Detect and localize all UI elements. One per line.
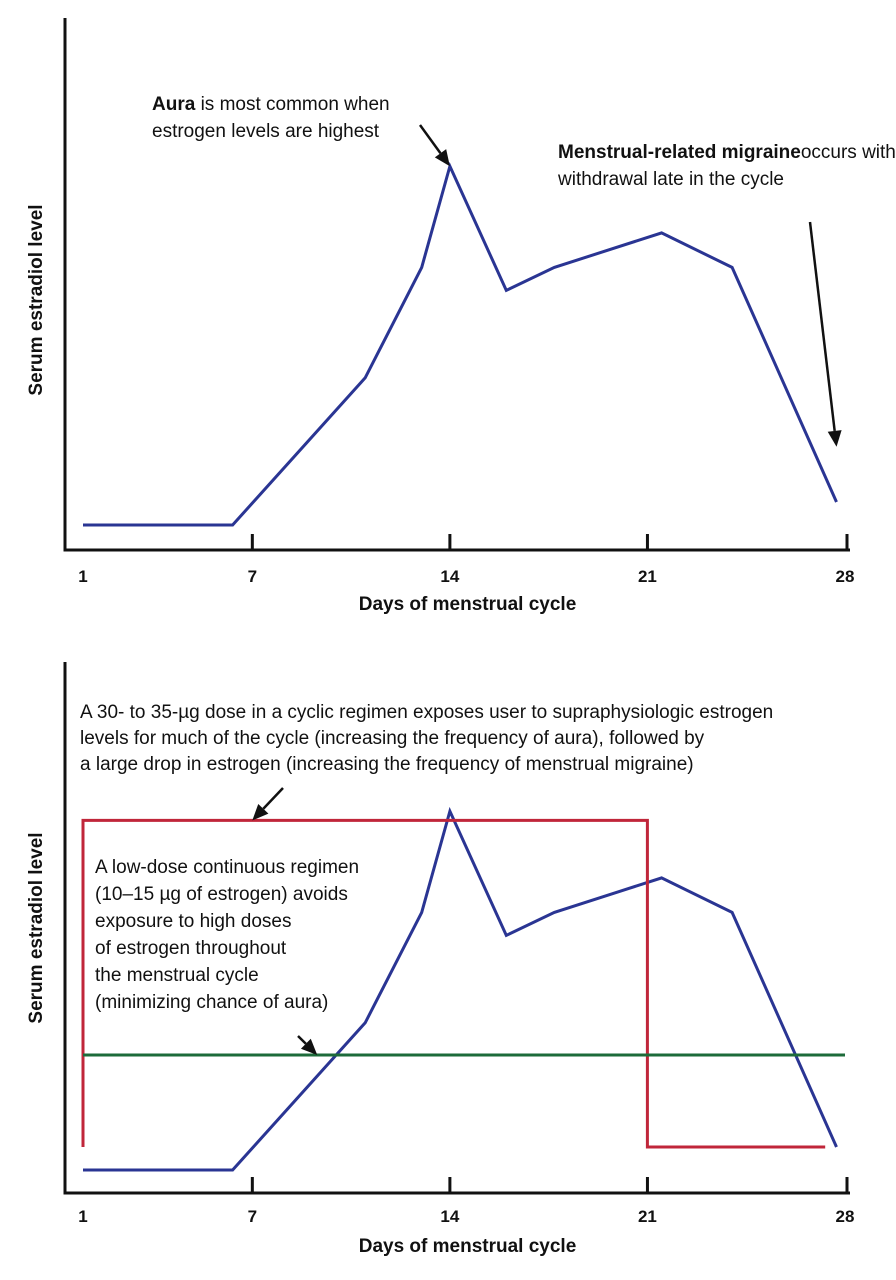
x-tick-label: 14: [440, 567, 459, 586]
x-tick-label: 7: [248, 1207, 257, 1226]
annotation-arrowhead: [300, 1038, 318, 1055]
x-axis-label: Days of menstrual cycle: [359, 594, 577, 615]
annotation-line: (minimizing chance of aura): [95, 992, 328, 1013]
series-line-1: [83, 161, 838, 527]
annotation-line: a large drop in estrogen (increasing the…: [80, 754, 694, 775]
annotation-arrowhead: [827, 430, 842, 447]
y-axis-label: Serum estradiol level: [26, 204, 47, 395]
annotation-arrowhead: [434, 149, 450, 167]
annotation-line: the menstrual cycle: [95, 965, 259, 986]
x-tick-label: 14: [440, 1207, 459, 1226]
annotation-arrow: [297, 1035, 307, 1045]
series-line-1: [83, 806, 838, 1172]
annotation-line: is most common when: [195, 94, 389, 115]
x-tick-label: 7: [248, 567, 257, 586]
axes: [63, 662, 850, 1195]
annotation-line: (10–15 µg of estrogen) avoids: [95, 884, 348, 905]
x-axis-label: Days of menstrual cycle: [359, 1236, 577, 1257]
series-line-2: [81, 818, 826, 1149]
x-tick-label: 21: [638, 567, 657, 586]
chart-panel-2: 1 7 14 21 28 Days of menstrual cycle Serum est…: [26, 662, 854, 1257]
annotation-line: A low-dose continuous regimen: [95, 857, 359, 878]
annotation-bold: Menstrual-related migraine: [558, 142, 801, 163]
annotation-line: occurs with estrogen: [801, 142, 896, 163]
annotation-line: withdrawal late in the cycle: [557, 169, 784, 190]
annotation-line: exposure to high doses: [95, 911, 291, 932]
annotation-text-1: Aura is most common when estrogen levels …: [152, 94, 390, 142]
annotation-bold: Aura: [152, 94, 196, 115]
annotation-text-2: Menstrual-related migraineoccurs with es…: [557, 142, 896, 190]
annotation-line: estrogen levels are highest: [152, 121, 380, 142]
x-tick-label: 28: [836, 567, 855, 586]
annotation-text-2: A low-dose continuous regimen (10–15 µg o…: [95, 857, 359, 1013]
annotation-arrowhead: [252, 803, 269, 821]
x-tick-label: 1: [78, 1207, 87, 1226]
annotation-arrow: [262, 787, 284, 810]
x-tick-label: 21: [638, 1207, 657, 1226]
annotation-text-1: A 30- to 35-µg dose in a cyclic regimen …: [80, 702, 773, 775]
annotation-arrow: [418, 124, 442, 154]
axes: [63, 18, 850, 552]
annotation-line: of estrogen throughout: [95, 938, 287, 959]
annotation-line: A 30- to 35-µg dose in a cyclic regimen …: [80, 702, 773, 723]
annotation-line: levels for much of the cycle (increasing…: [80, 728, 705, 749]
chart-panel-1: 1 7 14 21 28 Days of menstrual cycle Serum est…: [26, 18, 896, 615]
x-tick-label: 1: [78, 567, 87, 586]
annotation-arrow: [808, 221, 836, 432]
y-axis-label: Serum estradiol level: [26, 832, 47, 1023]
x-tick-label: 28: [836, 1207, 855, 1226]
